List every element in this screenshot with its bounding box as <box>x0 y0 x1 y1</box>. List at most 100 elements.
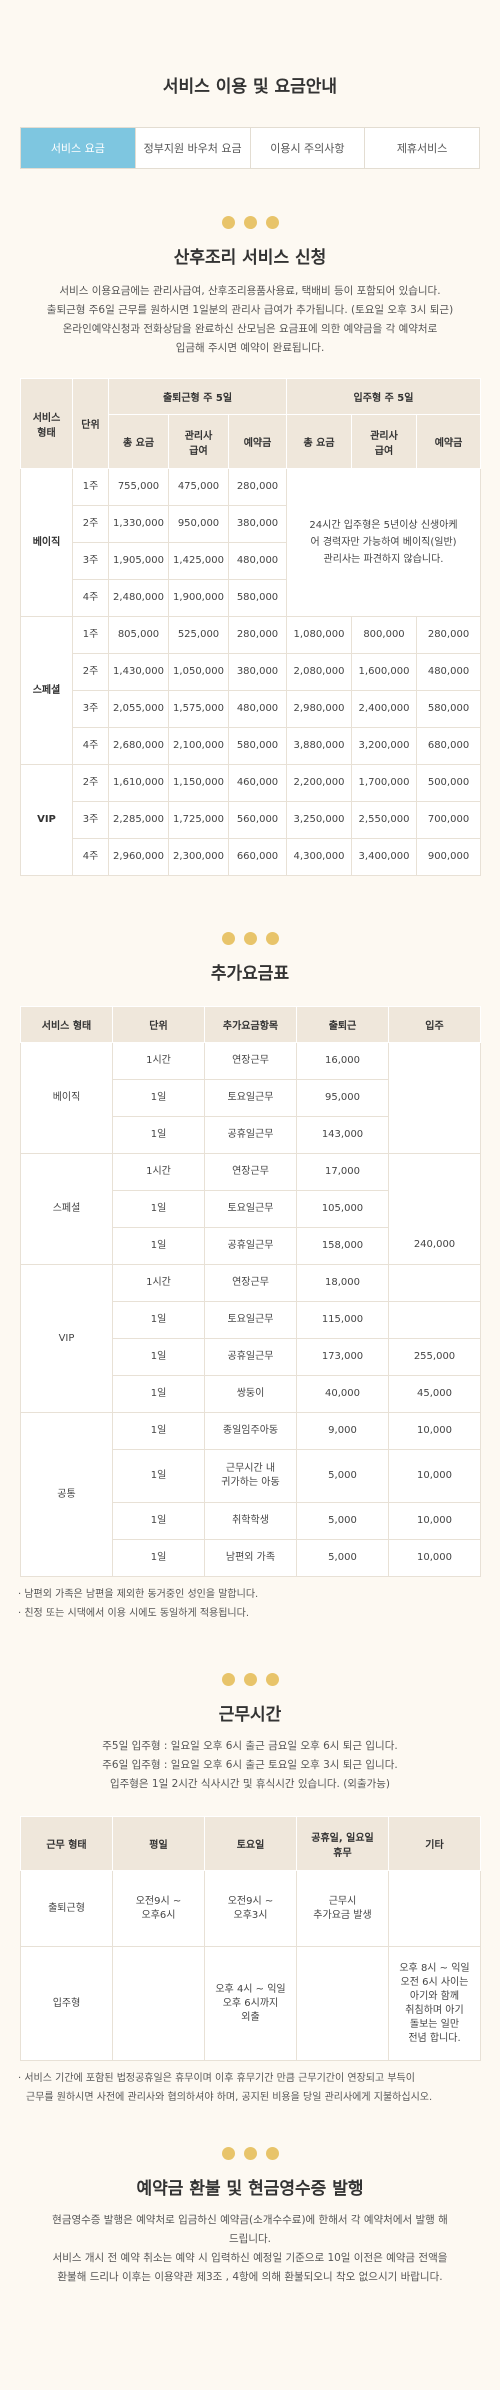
row-label-basic: 베이직 <box>20 468 73 617</box>
cell-commute: 143,000 <box>296 1116 389 1154</box>
dot-icon <box>265 1673 279 1686</box>
cell-livein: 10,000 <box>388 1502 481 1540</box>
cell-salary: 2,100,000 <box>168 727 229 765</box>
cell-deposit: 580,000 <box>228 579 287 617</box>
row-label-common: 공통 <box>20 1412 113 1577</box>
th-commute: 출퇴근 <box>296 1006 389 1043</box>
cell-holiday <box>296 1946 389 2061</box>
th-deposit: 예약금 <box>228 414 287 469</box>
th-unit: 단위 <box>112 1006 205 1043</box>
cell-deposit: 280,000 <box>228 468 287 506</box>
cell-deposit: 460,000 <box>228 764 287 802</box>
th-livein: 입주형 주 5일 <box>285 378 482 415</box>
th-extra-item: 추가요금항목 <box>204 1006 297 1043</box>
tab-cautions[interactable]: 이용시 주의사항 <box>251 128 366 168</box>
cell-commute: 5,000 <box>296 1502 389 1540</box>
cell-unit: 4주 <box>72 838 109 876</box>
th-salary: 관리사 급여 <box>351 414 417 469</box>
cell-unit: 1일 <box>112 1190 205 1228</box>
dot-icon <box>221 932 235 945</box>
desc-line: 온라인예약신청과 전화상담을 완료하신 산모님은 요금표에 의한 예약금을 각 … <box>62 323 438 335</box>
cell-item: 쌍둥이 <box>204 1375 297 1413</box>
cell-deposit: 380,000 <box>228 653 287 691</box>
row-label-vip: VIP <box>20 1264 113 1413</box>
desc-line: 현금영수증 발행은 예약처로 입금하신 예약금(소개수수료)에 한해서 각 예약… <box>52 2214 448 2226</box>
cell-livein-empty <box>388 1042 481 1154</box>
cell-item: 토요일근무 <box>204 1079 297 1117</box>
th-holiday: 공휴일, 일요일 휴무 <box>296 1816 389 1871</box>
cell-unit: 1일 <box>112 1539 205 1577</box>
cell-work-type: 출퇴근형 <box>20 1870 113 1947</box>
section-title-service-apply: 산후조리 서비스 신청 <box>173 248 327 268</box>
cell-livein: 10,000 <box>388 1449 481 1503</box>
row-label-vip: VIP <box>20 764 73 876</box>
th-deposit: 예약금 <box>415 414 482 469</box>
tab-service-fee[interactable]: 서비스 요금 <box>21 128 136 168</box>
tab-voucher-fee[interactable]: 정부지원 바우처 요금 <box>136 128 251 168</box>
cell-unit: 1일 <box>112 1375 205 1413</box>
cell-total: 2,080,000 <box>286 653 352 691</box>
cell-commute: 18,000 <box>296 1264 389 1302</box>
cell-commute: 5,000 <box>296 1449 389 1503</box>
cell-unit: 1시간 <box>112 1264 205 1302</box>
cell-unit: 4주 <box>72 727 109 765</box>
cell-total: 2,055,000 <box>108 690 169 728</box>
section-dots <box>0 2147 500 2160</box>
section-title-work-hours: 근무시간 <box>218 1705 282 1725</box>
th-unit: 단위 <box>72 378 109 469</box>
cell-unit: 1일 <box>112 1412 205 1450</box>
cell-total: 2,285,000 <box>108 801 169 839</box>
cell-deposit: 480,000 <box>415 653 482 691</box>
service-description: 서비스 이용요금에는 관리사급여, 산후조리용품사용료, 택배비 등이 포함되어… <box>0 282 500 358</box>
row-label-special: 스페셜 <box>20 616 73 765</box>
note-line: 근무를 원하시면 사전에 관리사와 협의하셔야 하며, 공지된 비용을 당일 관… <box>26 2092 433 2103</box>
cell-commute: 9,000 <box>296 1412 389 1450</box>
dot-icon <box>243 1673 257 1686</box>
desc-line: 입금해 주시면 예약이 완료됩니다. <box>175 342 325 354</box>
th-salary: 관리사 급여 <box>168 414 229 469</box>
cell-commute: 17,000 <box>296 1153 389 1191</box>
cell-item: 연장근무 <box>204 1042 297 1080</box>
cell-total: 3,880,000 <box>286 727 352 765</box>
cell-saturday: 오후 4시 ~ 익일 오후 6시까지 외출 <box>204 1946 297 2061</box>
tab-partner-services[interactable]: 제휴서비스 <box>396 142 448 155</box>
cell-deposit: 500,000 <box>415 764 482 802</box>
dot-icon <box>243 2147 257 2160</box>
cell-unit: 1일 <box>112 1338 205 1376</box>
cell-unit: 2주 <box>72 764 109 802</box>
cell-unit: 1시간 <box>112 1042 205 1080</box>
cell-item: 토요일근무 <box>204 1301 297 1339</box>
cell-deposit: 480,000 <box>228 542 287 580</box>
cell-salary: 2,550,000 <box>351 801 417 839</box>
cell-total: 1,610,000 <box>108 764 169 802</box>
cell-commute: 105,000 <box>296 1190 389 1228</box>
desc-line: 주6일 입주형 : 일요일 오후 6시 출근 토요일 오후 3시 퇴근 입니다. <box>102 1759 398 1771</box>
cell-salary: 1,575,000 <box>168 690 229 728</box>
cell-livein <box>388 1301 481 1339</box>
section-dots <box>0 932 500 945</box>
cell-total: 1,905,000 <box>108 542 169 580</box>
cell-total: 1,330,000 <box>108 505 169 543</box>
row-label-special: 스페셜 <box>20 1153 113 1265</box>
work-hours-table: 근무 형태 평일 토요일 공휴일, 일요일 휴무 기타 출퇴근형 오전9시 ~ … <box>20 1816 481 2061</box>
note-line: · 남편외 가족은 남편을 제외한 동거중인 성인을 말합니다. <box>18 1589 259 1600</box>
cell-salary: 1,600,000 <box>351 653 417 691</box>
cell-unit: 1일 <box>112 1116 205 1154</box>
th-service-type: 서비스 형태 <box>20 1006 113 1043</box>
cell-deposit: 900,000 <box>415 838 482 876</box>
cell-deposit: 560,000 <box>228 801 287 839</box>
cell-item: 취학학생 <box>204 1502 297 1540</box>
dot-icon <box>221 2147 235 2160</box>
cell-work-type: 입주형 <box>20 1946 113 2061</box>
cell-unit: 4주 <box>72 579 109 617</box>
cell-salary: 950,000 <box>168 505 229 543</box>
cell-commute: 16,000 <box>296 1042 389 1080</box>
desc-line: 출퇴근형 주6일 근무를 원하시면 1일분의 관리사 급여가 추가됩니다. (토… <box>46 304 454 316</box>
cell-holiday: 근무시 추가요금 발생 <box>296 1870 389 1947</box>
cell-item: 연장근무 <box>204 1153 297 1191</box>
cell-etc <box>388 1870 481 1947</box>
cell-commute: 5,000 <box>296 1539 389 1577</box>
cell-item: 근무시간 내 귀가하는 아동 <box>204 1449 297 1503</box>
cell-deposit: 580,000 <box>415 690 482 728</box>
